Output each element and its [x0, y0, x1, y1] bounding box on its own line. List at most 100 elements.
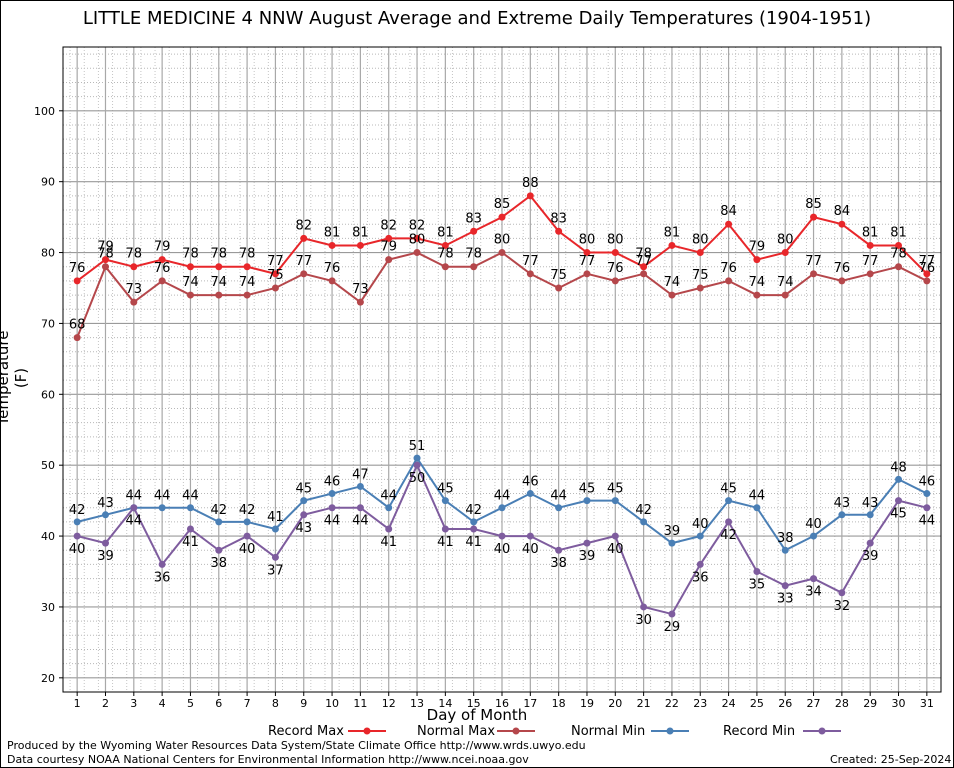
- normal-min-data-label: 45: [607, 482, 624, 497]
- record-min-point: [300, 511, 308, 519]
- footer-courtesy: Data courtesy NOAA National Centers for …: [7, 753, 529, 766]
- normal-min-data-label: 45: [295, 482, 312, 497]
- normal-max-data-label: 78: [890, 247, 907, 262]
- chart-title: LITTLE MEDICINE 4 NNW August Average and…: [82, 8, 872, 29]
- normal-max-data-label: 68: [69, 318, 86, 333]
- record-max-point: [838, 220, 846, 228]
- normal-min-point: [753, 504, 761, 512]
- record-max-data-label: 79: [97, 240, 114, 255]
- normal-max-point: [413, 249, 421, 257]
- normal-min-data-label: 43: [834, 496, 851, 511]
- x-tick-label: 28: [835, 697, 849, 710]
- normal-max-data-label: 77: [579, 254, 596, 269]
- record-min-data-label: 50: [409, 471, 426, 486]
- record-min-data-label: 35: [749, 578, 766, 593]
- normal-min-data-label: 45: [579, 482, 596, 497]
- normal-min-point: [300, 497, 308, 505]
- normal-min-point: [838, 511, 846, 519]
- record-max-data-label: 79: [154, 240, 171, 255]
- normal-max-point: [186, 291, 194, 299]
- normal-min-point: [498, 504, 506, 512]
- record-min-data-label: 40: [494, 542, 511, 557]
- normal-max-point: [73, 334, 81, 342]
- record-min-point: [810, 575, 818, 583]
- normal-min-point: [413, 454, 421, 462]
- x-tick-label: 8: [272, 697, 279, 710]
- legend-label-record-max: Record Max: [268, 724, 344, 739]
- record-max-data-label: 81: [437, 225, 454, 240]
- x-tick-label: 2: [102, 697, 109, 710]
- record-max-data-label: 80: [777, 233, 794, 248]
- record-max-data-label: 77: [919, 254, 936, 269]
- legend-marker-record-max: [363, 727, 371, 735]
- x-axis-label: Day of Month: [426, 706, 528, 724]
- record-min-data-label: 38: [550, 556, 567, 571]
- record-min-data-label: 42: [720, 528, 737, 543]
- x-tick-label: 13: [410, 697, 424, 710]
- record-min-data-label: 43: [295, 521, 312, 536]
- normal-min-data-label: 46: [522, 475, 539, 490]
- record-max-point: [130, 263, 138, 271]
- y-tick-label: 50: [41, 459, 55, 472]
- record-min-data-label: 44: [352, 514, 369, 529]
- normal-max-data-label: 76: [919, 261, 936, 276]
- record-max-data-label: 76: [69, 261, 86, 276]
- normal-max-point: [526, 270, 534, 278]
- normal-max-point: [753, 291, 761, 299]
- record-max-point: [555, 227, 563, 235]
- record-max-data-label: 77: [267, 254, 284, 269]
- record-max-data-label: 83: [465, 211, 482, 226]
- record-max-data-label: 78: [635, 247, 652, 262]
- record-min-point: [526, 532, 534, 540]
- y-tick-label: 90: [41, 176, 55, 189]
- normal-max-data-label: 77: [295, 254, 312, 269]
- record-min-point: [725, 518, 733, 526]
- record-max-data-label: 78: [126, 247, 143, 262]
- record-min-point: [356, 504, 364, 512]
- x-tick-label: 26: [778, 697, 792, 710]
- record-min-data-label: 41: [437, 535, 454, 550]
- x-tick-label: 1: [74, 697, 81, 710]
- normal-max-point: [810, 270, 818, 278]
- normal-min-point: [866, 511, 874, 519]
- x-tick-label: 31: [920, 697, 934, 710]
- normal-max-point: [130, 298, 138, 306]
- record-max-point: [328, 241, 336, 249]
- normal-max-data-label: 78: [97, 247, 114, 262]
- normal-max-data-label: 74: [182, 275, 199, 290]
- record-max-point: [866, 241, 874, 249]
- normal-min-point: [158, 504, 166, 512]
- record-max-point: [186, 263, 194, 271]
- normal-max-point: [895, 263, 903, 271]
- record-max-point: [781, 249, 789, 257]
- footer-created: Created: 25-Sep-2024: [830, 753, 952, 766]
- normal-min-data-label: 44: [182, 489, 199, 504]
- normal-min-point: [668, 539, 676, 547]
- normal-min-data-label: 40: [692, 517, 709, 532]
- normal-min-data-label: 44: [749, 489, 766, 504]
- normal-min-data-label: 45: [720, 482, 737, 497]
- x-tick-label: 3: [130, 697, 137, 710]
- record-min-data-label: 41: [182, 535, 199, 550]
- x-tick-label: 14: [438, 697, 452, 710]
- record-max-point: [640, 263, 648, 271]
- normal-max-data-label: 74: [664, 275, 681, 290]
- normal-max-point: [583, 270, 591, 278]
- record-max-point: [923, 270, 931, 278]
- record-max-data-label: 78: [239, 247, 256, 262]
- normal-max-data-label: 79: [380, 240, 397, 255]
- normal-min-point: [555, 504, 563, 512]
- normal-min-point: [215, 518, 223, 526]
- normal-min-point: [356, 482, 364, 490]
- record-min-data-label: 30: [635, 613, 652, 628]
- y-tick-label: 60: [41, 388, 55, 401]
- normal-max-data-label: 80: [409, 233, 426, 248]
- normal-min-point: [328, 490, 336, 498]
- normal-min-point: [725, 497, 733, 505]
- record-min-data-label: 41: [465, 535, 482, 550]
- normal-max-point: [243, 291, 251, 299]
- record-min-point: [271, 553, 279, 561]
- record-min-point: [498, 532, 506, 540]
- normal-max-point: [356, 298, 364, 306]
